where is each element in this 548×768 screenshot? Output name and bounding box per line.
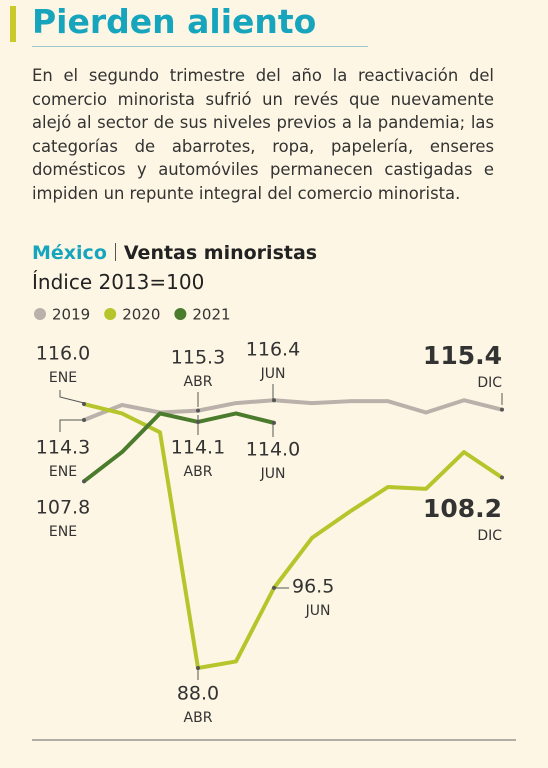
legend-dot: [34, 308, 46, 320]
month-label: ABR: [184, 464, 213, 480]
body-text: En el segundo trimestre del año la react…: [32, 66, 494, 203]
point: [82, 418, 86, 423]
month-label: ENE: [49, 464, 77, 480]
value-label: 116.4: [246, 339, 300, 361]
value-label: 114.0: [246, 439, 300, 461]
legend-label: 2020: [122, 306, 160, 324]
title-rule: [32, 46, 368, 47]
value-label: 114.3: [36, 437, 90, 459]
month-label: ABR: [184, 374, 213, 390]
separator: [114, 243, 116, 261]
leader-line: [59, 419, 84, 432]
leader-line: [59, 390, 85, 404]
accent-bar: [10, 6, 16, 42]
y-axis-label: Índice 2013=100: [32, 270, 205, 294]
title: Pierden aliento: [32, 2, 317, 41]
point: [196, 666, 200, 671]
point: [272, 585, 276, 590]
month-label: DIC: [477, 375, 502, 391]
value-label: 108.2: [423, 494, 502, 523]
legend-dot: [174, 308, 187, 320]
month-label: JUN: [305, 603, 331, 619]
month-label: JUN: [260, 366, 286, 382]
month-label: ENE: [49, 370, 77, 386]
point: [500, 407, 504, 412]
month-label: ENE: [49, 524, 77, 540]
point: [196, 408, 200, 413]
value-label: 107.8: [36, 497, 90, 519]
value-label: 114.1: [171, 437, 225, 459]
point: [500, 475, 504, 480]
month-label: JUN: [260, 466, 286, 482]
series-line: [82, 411, 275, 483]
point: [272, 398, 276, 403]
region: México: [32, 242, 107, 264]
legend-label: 2019: [52, 306, 90, 324]
series-line: [83, 402, 504, 671]
subtitle-text: Ventas minoristas: [123, 242, 318, 264]
value-label: 96.5: [292, 576, 334, 598]
subtitle: México Ventas minoristas: [32, 242, 317, 264]
point: [82, 479, 86, 484]
value-label: 88.0: [177, 683, 219, 705]
month-label: ABR: [184, 710, 213, 726]
value-label: 116.0: [36, 343, 90, 365]
point: [272, 420, 276, 425]
point: [196, 419, 200, 424]
legend-dot: [104, 308, 117, 320]
series-line: [83, 398, 503, 422]
point: [82, 402, 86, 407]
legend-label: 2021: [192, 306, 230, 324]
month-label: DIC: [477, 528, 502, 544]
value-label: 115.3: [171, 347, 225, 369]
value-label: 115.4: [423, 341, 502, 370]
